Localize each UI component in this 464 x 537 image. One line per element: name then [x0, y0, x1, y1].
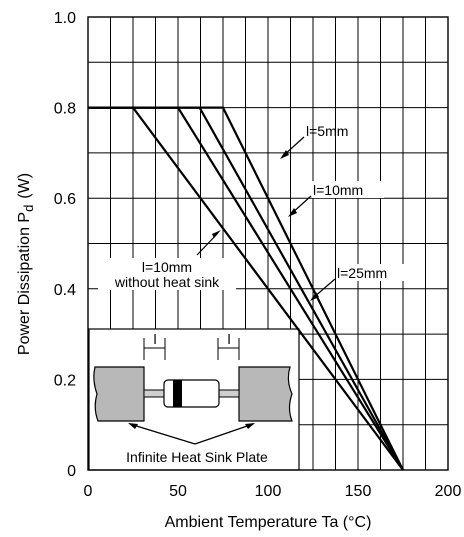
diode-cathode-band — [173, 380, 182, 407]
x-tick-label: 150 — [345, 483, 372, 500]
y-tick-label: 1.0 — [54, 10, 76, 27]
right-lead — [219, 390, 239, 397]
left-dimension-label: l — [153, 331, 156, 347]
annotation-no-heatsink-line1: l=10mm — [142, 259, 192, 275]
y-axis-title-main: Power Dissipation P — [16, 212, 33, 355]
x-axis-title: Ambient Temperature Ta (°C) — [165, 514, 372, 531]
y-axis-title-unit: (W) — [16, 173, 33, 199]
right-dimension-label: l — [227, 331, 230, 347]
y-tick-label: 0.6 — [54, 191, 76, 208]
left-heat-sink-plate — [94, 367, 144, 421]
y-axis-title-subscript: d — [21, 205, 36, 212]
curve-annotations: l=5mm l=10mm l=25mm l=10mm without heat … — [98, 123, 408, 301]
x-tick-label: 0 — [84, 483, 93, 500]
inset-caption: Infinite Heat Sink Plate — [126, 449, 268, 465]
annotation-l5mm: l=5mm — [306, 123, 348, 139]
y-tick-label: 0.8 — [54, 101, 76, 118]
y-tick-label: 0.2 — [54, 372, 76, 389]
left-lead — [144, 390, 164, 397]
diode-body — [164, 380, 219, 407]
heat-sink-inset: l l Infinite Heat Sink Plate — [89, 329, 299, 470]
annotation-l25mm: l=25mm — [337, 265, 387, 281]
svg-text:Power Dissipation Pd(W): Power Dissipation Pd (W) — [16, 173, 36, 355]
annotation-l10mm: l=10mm — [313, 182, 363, 198]
y-tick-label: 0 — [67, 463, 76, 480]
right-heat-sink-plate — [239, 367, 292, 421]
x-tick-label: 50 — [169, 483, 187, 500]
annotation-no-heatsink-line2: without heat sink — [114, 274, 220, 290]
annotation-no-heatsink-arrowhead — [212, 230, 221, 238]
y-tick-label: 0.4 — [54, 282, 76, 299]
y-axis-title: Power Dissipation Pd (W) — [16, 173, 36, 355]
x-tick-label: 200 — [435, 483, 462, 500]
x-tick-label: 100 — [255, 483, 282, 500]
